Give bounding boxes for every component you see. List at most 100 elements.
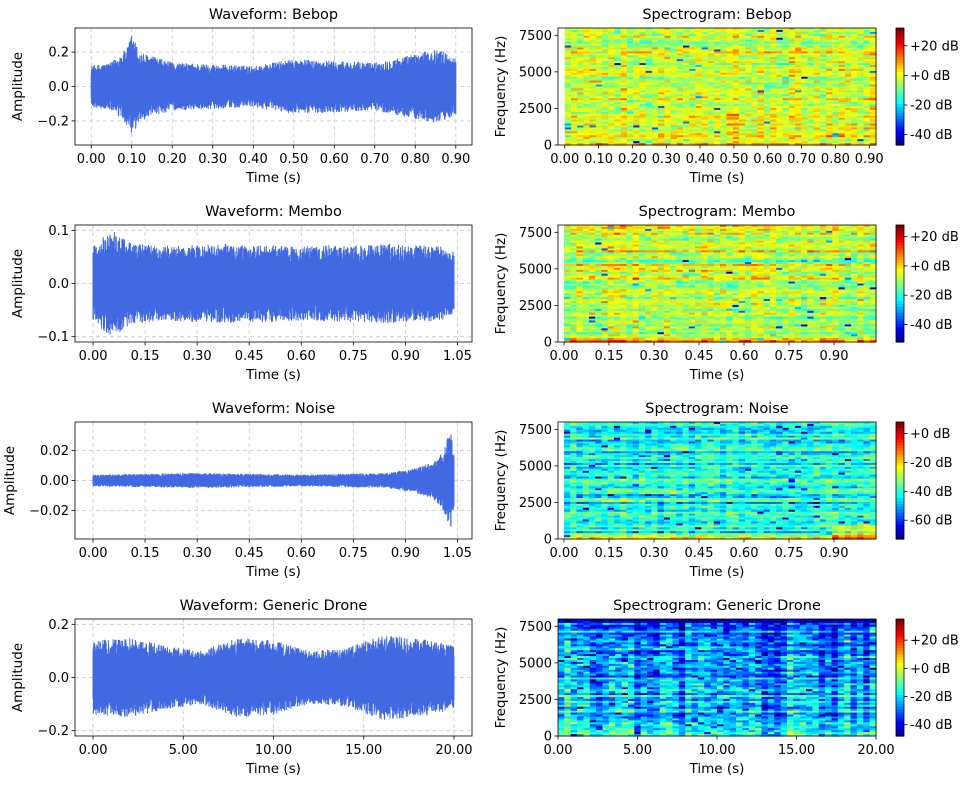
p1-cell [788,47,796,51]
p1-cell [589,131,597,134]
p1-cell [844,121,852,125]
p1-cell [795,121,802,125]
p1-cell [564,104,572,107]
p3-cell [582,299,590,302]
p1-cell [757,65,765,68]
p1-cell [851,102,858,105]
p1-cell [732,53,740,56]
p1-cell [664,82,672,86]
p1-colorbar-segment [896,136,904,140]
p1-cell [577,127,585,130]
p3-cell [595,287,603,290]
p1-cell [776,100,784,103]
p1-cell [564,29,572,33]
p1-cell [707,141,715,144]
p1-cell [826,65,834,68]
p1-cell [726,125,734,129]
p1-cell [757,129,765,132]
p1-cell [620,109,628,113]
p1-cell [676,133,684,136]
p1-cell [851,143,858,146]
p1-cell [844,70,852,74]
p1-cell [683,113,690,117]
p1-cell [770,94,777,97]
p1-cell [851,86,858,90]
p3-cell [588,334,596,337]
p1-colorbar-segment [896,71,904,76]
p1-cell [570,102,578,105]
p1-cell [651,55,659,58]
p1-cell [707,100,715,103]
p1-cell [763,51,771,54]
p1-cell [739,104,746,107]
p3-cell [651,226,659,230]
p1-cell [676,121,684,125]
p1-cell [801,45,809,49]
p1-cell [726,55,734,58]
p1-cell [788,98,796,101]
p1-cell [782,104,790,107]
p1-cell [745,123,753,127]
p1-cell [683,100,690,103]
p1-cell [757,57,765,60]
p3-cell [601,297,609,300]
p1-cell [633,28,641,31]
p1-cell [689,31,697,35]
p1-cell [739,125,746,129]
p1-cell [857,92,865,95]
p1-cell [676,129,684,132]
p3-cell [570,303,578,306]
p1-cell [788,141,796,144]
p1-cell [676,37,684,41]
p3-cell [588,232,596,236]
p3-cell [582,295,590,298]
p1-cell [614,139,622,142]
p1-cell [602,33,609,37]
p1-cell [683,80,690,84]
p3-cell [564,289,571,292]
p1-cell [633,98,641,101]
p1-cell [602,96,609,99]
p1-cell [788,131,796,134]
p1-cell [801,63,809,66]
p3-cell [613,250,621,253]
p1-xtick-label: 0.90 [855,152,884,167]
p3-cell [620,303,627,306]
p3-cell [620,308,627,312]
p3-cell [620,299,627,302]
p3-cell [570,248,578,251]
p1-cell [614,127,622,130]
p3-cell [670,248,677,251]
p3-cell [601,312,609,316]
p1-cell [857,104,865,107]
p1-cell [689,123,697,127]
p1-cell [595,115,603,119]
p1-cell [633,67,641,70]
p1-cell [795,125,802,129]
p1-cell [739,33,746,37]
p1-cell [826,76,834,80]
p1-cell [683,119,690,123]
p1-cell [633,131,641,134]
p1-cell [863,49,871,52]
p3-cell [570,285,578,288]
p1-cell [633,59,641,62]
p1-cell [639,65,647,68]
p1-cell [863,78,871,82]
p3-cell [588,238,596,242]
p3-cell [582,248,590,251]
p1-cell [813,28,821,31]
p3-cell [645,314,652,318]
p1-cell [776,141,784,144]
p1-colorbar-segment [896,121,904,126]
p1-cell [770,33,777,37]
p1-cell [664,33,672,37]
p1-cell [819,119,827,123]
p3-cell [632,328,640,331]
p3-cell [595,285,603,288]
p1-cell [620,29,628,33]
p1-cell [676,70,684,74]
p1-cell [714,43,721,47]
p1-cell [726,80,734,84]
p1-cell [782,68,790,72]
